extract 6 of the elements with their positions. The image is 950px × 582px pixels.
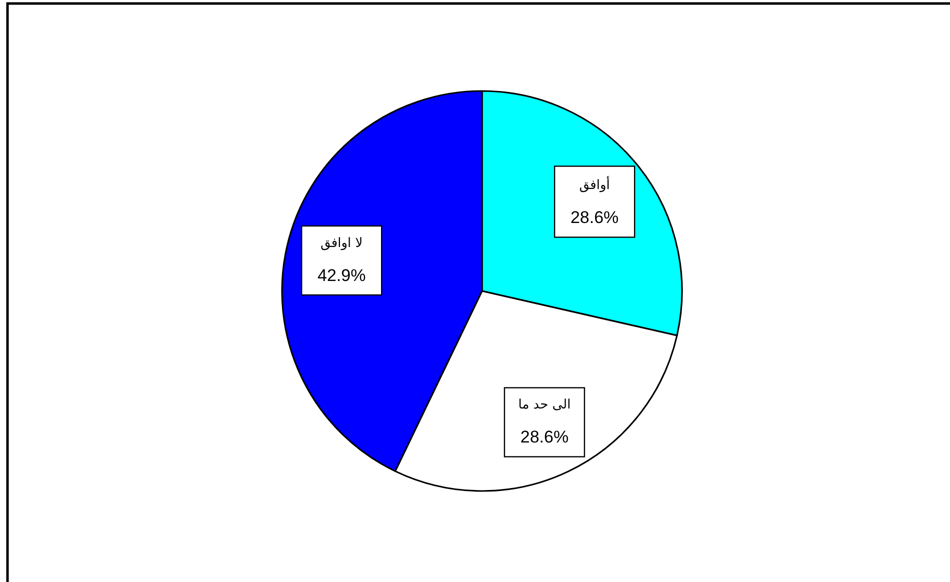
slice-label: لا اوافق bbox=[320, 236, 363, 251]
data-label: 42.9% bbox=[318, 266, 366, 285]
data-label: 28.6% bbox=[520, 428, 569, 447]
slice-label: أوافق bbox=[579, 176, 610, 194]
slice-label: الى حد ما bbox=[518, 398, 571, 413]
data-label: 28.6% bbox=[570, 208, 619, 228]
